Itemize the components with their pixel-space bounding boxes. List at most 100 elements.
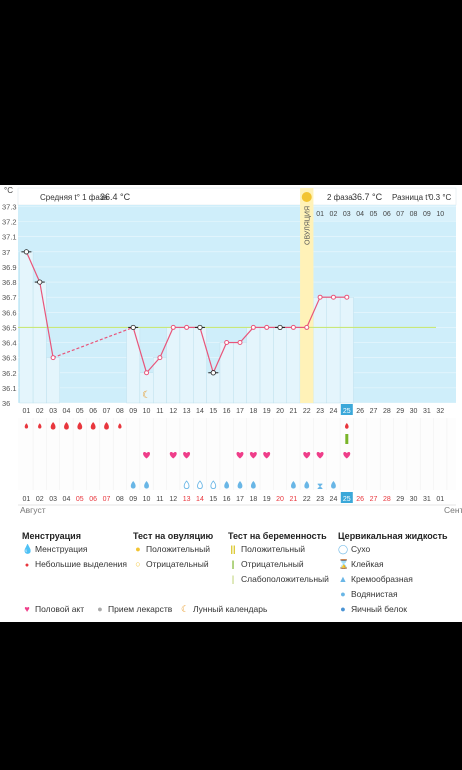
legend-pregnancy-positive: || Положительный [228, 544, 305, 554]
legend-label: Яичный белок [351, 604, 407, 614]
hourglass-icon: ⌛ [338, 559, 350, 569]
x-day-label: 26 [356, 408, 364, 415]
bottom-day-label: 21 [290, 496, 298, 503]
top-day-label: 06 [383, 211, 391, 218]
legend-label: Прием лекарств [108, 604, 173, 614]
phase2-days-band [313, 205, 456, 221]
spotting-drop-icon [38, 423, 42, 429]
legend-menstruation-item: 💧 Менструация [22, 544, 87, 555]
legend-ovulation-positive: ● Положительный [133, 544, 210, 554]
temperature-line-segment [159, 327, 174, 358]
legend-label: Кремообразная [351, 574, 413, 584]
x-day-label: 05 [76, 408, 84, 415]
temperature-line-segment [239, 327, 254, 343]
legend-label: Лунный календарь [193, 604, 268, 614]
x-day-label: 16 [223, 408, 231, 415]
legend-label: Сухо [351, 544, 371, 554]
temperature-bar [206, 372, 221, 404]
bottom-day-label: 24 [330, 496, 338, 503]
y-tick-label: 37 [2, 248, 10, 257]
x-day-label: 19 [263, 408, 271, 415]
temperature-bar [153, 357, 167, 404]
menstruation-drop-icon [344, 423, 349, 429]
top-day-label: 04 [356, 211, 364, 218]
heart-icon [236, 451, 244, 459]
temperature-point [330, 294, 336, 300]
bottom-day-label: 02 [36, 496, 44, 503]
small-drop-icon: ● [24, 562, 30, 569]
sun-outline-icon: ○ [135, 559, 141, 569]
legend-label: Водянистая [351, 589, 398, 599]
x-day-label: 18 [249, 408, 257, 415]
x-day-label: 20 [276, 408, 284, 415]
sun-filled-icon: ● [135, 544, 141, 554]
bottom-day-label: 01 [436, 496, 444, 503]
x-day-label: 28 [383, 408, 391, 415]
watery-drop-icon [130, 481, 136, 489]
month-label-start: Август [20, 505, 46, 515]
bottom-day-label: 08 [116, 496, 124, 503]
bottom-day-label: 13 [183, 496, 191, 503]
heart-icon [183, 451, 191, 459]
temperature-point [50, 355, 56, 361]
temperature-line-segment [306, 296, 321, 328]
bottom-day-label: 22 [303, 496, 311, 503]
phase1-label: Средняя t° 1 фаза [40, 193, 108, 202]
temperature-line-segment [39, 281, 54, 358]
x-day-label: 30 [410, 408, 418, 415]
bottom-day-label: 16 [223, 496, 231, 503]
menstruation-drop-icon [77, 422, 83, 430]
temperature-chart[interactable]: 36 36.1 36.2 36.3 36.4 36.5 36.6 36.7 36.8 36.9 37… [2, 187, 457, 506]
legend-ovulation-title: Тест на овуляцию [133, 531, 214, 541]
temperature-point [317, 294, 323, 300]
bottom-day-label: 10 [143, 496, 151, 503]
heart-icon [316, 451, 324, 459]
heart-icon [343, 451, 351, 459]
top-day-label: 05 [370, 211, 378, 218]
bottom-day-label: 30 [410, 496, 418, 503]
legend-intercourse: ♥ Половой акт [22, 604, 84, 614]
heart-icon [169, 451, 177, 459]
temperature-point [23, 249, 29, 255]
heart-icon [249, 451, 257, 459]
phase2-label: 2 фаза [327, 193, 353, 202]
x-day-label: 22 [303, 408, 311, 415]
legend-cervical-watery: ● Водянистая [338, 589, 398, 599]
top-day-label: 07 [396, 211, 404, 218]
temperature-point [197, 324, 203, 331]
temperature-point [37, 279, 43, 285]
watery-drop-icon [250, 481, 256, 489]
bottom-day-label: 26 [356, 496, 364, 503]
legend-pregnancy-title: Тест на беременность [228, 531, 327, 541]
menstruation-drop-icon [90, 422, 96, 430]
plot-area-top [18, 205, 301, 221]
double-bar-icon: || [230, 544, 236, 554]
legend-label: Половой акт [35, 604, 85, 614]
legend: Менструация 💧 Менструация ● Небольшие выде… [0, 520, 462, 620]
temperature-line-segment [199, 327, 214, 373]
x-day-label: 10 [143, 408, 151, 415]
bottom-day-label: 05 [76, 496, 84, 503]
y-tick-label: 36.9 [2, 263, 17, 272]
bottom-day-label: 01 [23, 496, 31, 503]
bottom-day-highlight [340, 492, 353, 503]
moon-icon: ☾ [180, 604, 190, 614]
temperature-point [130, 324, 136, 331]
legend-cervical-eggwhite: ● Яичный белок [338, 604, 407, 614]
bottom-day-label: 19 [263, 496, 271, 503]
y-tick-label: 36.3 [2, 354, 17, 363]
temperature-bar [286, 327, 301, 404]
legend-cervical-title: Цервикальная жидкость [338, 531, 448, 541]
temperature-bar [339, 296, 354, 404]
bottom-day-label: 14 [196, 496, 204, 503]
x-day-label: 04 [63, 408, 71, 415]
y-tick-label: 36.4 [2, 339, 17, 348]
x-day-highlight [340, 404, 353, 415]
single-bar-icon: | [231, 559, 235, 569]
x-day-label: 17 [236, 408, 244, 415]
y-tick-label: 36.5 [2, 323, 17, 332]
temperature-point [224, 340, 230, 346]
menstruation-drop-icon [50, 422, 56, 430]
y-tick-label: 36.6 [2, 308, 17, 317]
ovulation-sun-icon [301, 192, 312, 202]
